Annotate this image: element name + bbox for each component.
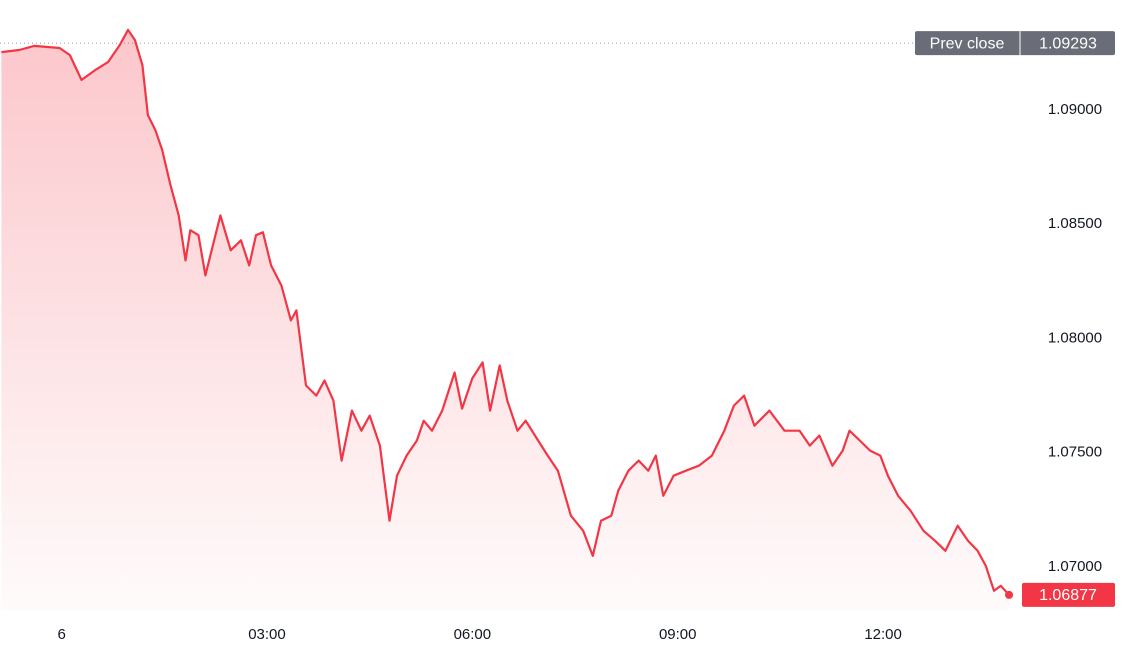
last-price-tag	[1022, 582, 1115, 607]
x-tick-label: 12:00	[864, 626, 902, 643]
last-point	[1005, 590, 1014, 599]
price-line	[1, 28, 1010, 596]
y-tick-label: 1.07500	[1048, 444, 1102, 461]
last-price-label: 1.06877	[1039, 587, 1097, 604]
y-tick-label: 1.08000	[1048, 329, 1102, 346]
y-tick-label: 1.08500	[1048, 215, 1102, 232]
area-fill	[1, 29, 1009, 610]
prev-close-value: 1.09293	[1039, 35, 1097, 52]
y-tick-label: 1.07000	[1048, 558, 1102, 575]
x-tick-label: 09:00	[659, 626, 697, 643]
prev-close-tag	[915, 31, 1115, 56]
x-tick-label: 6	[57, 626, 65, 643]
y-tick-label: 1.09000	[1048, 101, 1102, 118]
x-tick-label: 06:00	[454, 626, 492, 643]
prev-close-label: Prev close	[930, 35, 1005, 52]
x-tick-label: 03:00	[248, 626, 286, 643]
